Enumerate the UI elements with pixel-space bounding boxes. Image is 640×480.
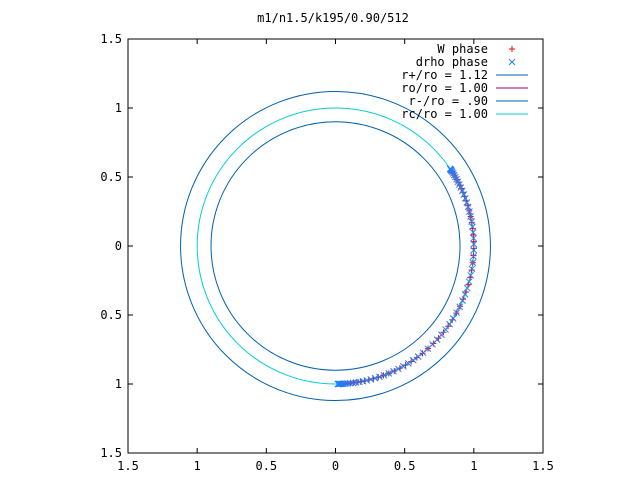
data-point xyxy=(458,187,466,195)
x-tick-label: 1.5 xyxy=(532,459,554,473)
data-point xyxy=(402,362,409,369)
y-tick-label: 1 xyxy=(115,377,122,391)
data-point xyxy=(468,218,475,225)
data-point xyxy=(363,377,371,384)
data-point xyxy=(337,380,344,388)
data-point xyxy=(451,173,459,181)
data-point xyxy=(464,203,472,211)
data-point xyxy=(395,365,402,373)
y-tick-label: 1.5 xyxy=(100,446,122,460)
x-tick-label: 0.5 xyxy=(255,459,277,473)
data-point xyxy=(465,278,473,286)
data-point xyxy=(470,246,478,254)
data-point xyxy=(404,359,412,367)
x-tick-label: 1.5 xyxy=(117,459,139,473)
data-point xyxy=(469,223,476,231)
legend-label: drho phase xyxy=(416,55,488,69)
x-tick-label: 0 xyxy=(332,459,339,473)
y-tick-label: 1 xyxy=(115,101,122,115)
data-point xyxy=(460,191,468,198)
legend-label: r-/ro = .90 xyxy=(409,94,488,108)
legend-marker xyxy=(509,46,515,52)
series-circle-4 xyxy=(210,121,461,371)
data-point xyxy=(459,297,466,304)
data-point xyxy=(463,284,471,292)
data-point xyxy=(470,234,477,242)
data-point xyxy=(442,326,449,333)
data-point xyxy=(409,356,417,364)
data-point xyxy=(371,374,379,382)
y-tick-label: 0.5 xyxy=(100,170,122,184)
data-point xyxy=(414,353,422,360)
data-point xyxy=(456,303,464,311)
data-point xyxy=(461,291,469,298)
data-point xyxy=(438,331,445,339)
x-tick-label: 1 xyxy=(194,459,201,473)
data-point xyxy=(380,371,388,379)
data-point xyxy=(461,194,469,202)
data-point xyxy=(468,267,475,274)
data-point xyxy=(376,373,383,381)
data-point xyxy=(467,271,475,279)
legend-marker xyxy=(508,58,516,66)
data-point xyxy=(367,376,375,383)
x-tick-label: 1 xyxy=(470,459,477,473)
y-tick-label: 1.5 xyxy=(100,32,122,46)
chart-title: m1/n1.5/k195/0.90/512 xyxy=(257,11,409,25)
data-point xyxy=(390,367,397,375)
y-tick-label: 0.5 xyxy=(100,308,122,322)
data-point xyxy=(470,252,477,260)
y-tick-label: 0 xyxy=(115,239,122,253)
legend-label: rc/ro = 1.00 xyxy=(401,107,488,121)
x-tick-label: 0.5 xyxy=(394,459,416,473)
data-point xyxy=(453,309,460,317)
data-point xyxy=(346,379,354,387)
data-point xyxy=(344,380,351,387)
data-point xyxy=(470,240,478,248)
data-point xyxy=(463,199,471,206)
series-circle-5 xyxy=(196,107,475,385)
series-circle-2 xyxy=(180,90,491,402)
data-point xyxy=(446,320,453,328)
data-point xyxy=(449,315,457,322)
data-point xyxy=(446,165,454,173)
legend-label: r+/ro = 1.12 xyxy=(401,68,488,82)
legend-label: W phase xyxy=(437,42,488,56)
data-point xyxy=(467,213,474,220)
data-point xyxy=(469,259,477,266)
data-point xyxy=(385,370,393,377)
data-point xyxy=(469,229,477,236)
data-point xyxy=(399,362,407,370)
legend-label: ro/ro = 1.00 xyxy=(401,81,488,95)
data-point xyxy=(468,265,476,273)
